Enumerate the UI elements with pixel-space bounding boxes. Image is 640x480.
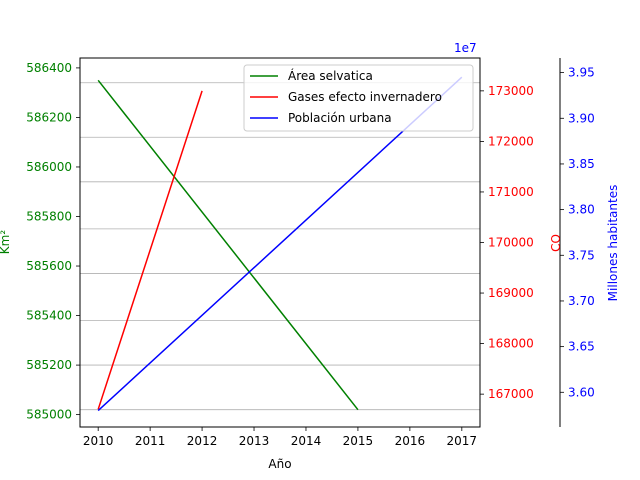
y-right2-tick-label: 3.65 bbox=[568, 340, 595, 354]
x-axis-label: Año bbox=[268, 457, 291, 471]
y-right1-tick-label: 172000 bbox=[488, 134, 534, 148]
y-left-axis-label: Km² bbox=[0, 230, 12, 255]
x-tick-label: 2016 bbox=[395, 434, 426, 448]
y-left-tick-label: 585400 bbox=[26, 309, 72, 323]
y-right1-tick-label: 171000 bbox=[488, 185, 534, 199]
y-right2-tick-label: 3.70 bbox=[568, 294, 595, 308]
legend-label: Área selvatica bbox=[288, 68, 373, 83]
legend-box bbox=[243, 64, 474, 132]
y-right2-tick-label: 3.80 bbox=[568, 203, 595, 217]
y-left-tick-label: 585200 bbox=[26, 358, 72, 372]
axes-layer: 2010 2011 2012 2013 2014 2015 2016 2017 585000 58… bbox=[26, 58, 595, 448]
y-right2-tick-label: 3.60 bbox=[568, 385, 595, 399]
x-tick-label: 2015 bbox=[343, 434, 374, 448]
x-tick-label: 2013 bbox=[239, 434, 270, 448]
legend-label: Gases efecto invernadero bbox=[288, 90, 442, 104]
y-left-tick-label: 586200 bbox=[26, 110, 72, 124]
y-left-tick-label: 586000 bbox=[26, 160, 72, 174]
y-right1-tick-label: 173000 bbox=[488, 84, 534, 98]
y-right1-tick-label: 169000 bbox=[488, 286, 534, 300]
x-tick-label: 2011 bbox=[135, 434, 166, 448]
y-right1-tick-label: 167000 bbox=[488, 387, 534, 401]
y-right1-tick-label: 168000 bbox=[488, 337, 534, 351]
x-tick-label: 2010 bbox=[83, 434, 114, 448]
y-right2-tick-label: 3.75 bbox=[568, 248, 595, 262]
legend-label: Población urbana bbox=[288, 111, 392, 125]
y-right2-tick-label: 3.85 bbox=[568, 157, 595, 171]
y-left-tick-label: 586400 bbox=[26, 61, 72, 75]
x-tick-label: 2017 bbox=[447, 434, 478, 448]
y-right1-axis-label: CO bbox=[549, 234, 563, 252]
x-tick-label: 2012 bbox=[187, 434, 218, 448]
offset-text: 1e7 bbox=[454, 41, 477, 55]
legend: Área selvatica Gases efecto invernadero Po… bbox=[243, 64, 474, 132]
y-left-tick-label: 585600 bbox=[26, 259, 72, 273]
y-right1-tick-label: 170000 bbox=[488, 236, 534, 250]
y-right2-axis-label: Millones habitantes bbox=[606, 185, 620, 302]
series-line bbox=[97, 76, 463, 412]
y-right2-tick-label: 3.90 bbox=[568, 111, 595, 125]
grid-layer bbox=[80, 82, 480, 411]
series-layer bbox=[97, 76, 463, 412]
x-tick-label: 2014 bbox=[291, 434, 322, 448]
y-right2-tick-label: 3.95 bbox=[568, 66, 595, 80]
y-left-tick-label: 585000 bbox=[26, 408, 72, 422]
y-left-tick-label: 585800 bbox=[26, 209, 72, 223]
series-line bbox=[97, 90, 203, 410]
series-line bbox=[97, 79, 359, 411]
